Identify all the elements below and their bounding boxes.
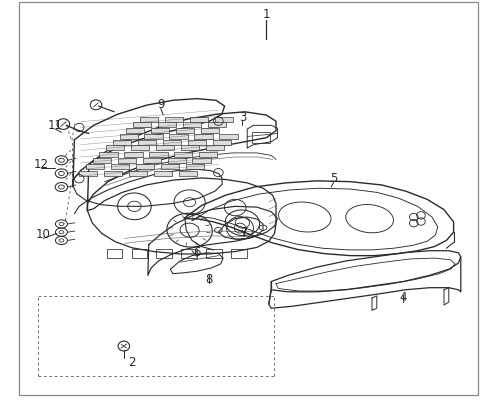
Bar [190, 117, 208, 122]
Bar [144, 134, 163, 139]
Bar [181, 145, 199, 150]
Bar [106, 145, 124, 150]
Text: 5: 5 [330, 172, 337, 185]
Bar [154, 171, 172, 176]
Bar [93, 158, 111, 163]
Bar [163, 140, 181, 145]
Text: 1: 1 [263, 8, 270, 21]
Text: 3: 3 [239, 111, 246, 124]
Bar [120, 134, 138, 139]
Bar [199, 152, 217, 157]
Bar [156, 249, 172, 258]
Bar [168, 158, 186, 163]
Bar [181, 249, 197, 258]
Text: 2: 2 [128, 356, 136, 369]
Bar [118, 158, 136, 163]
Bar [111, 164, 129, 169]
Bar [179, 171, 197, 176]
Bar [143, 158, 161, 163]
Bar [113, 140, 131, 145]
Bar [132, 249, 147, 258]
Bar [231, 249, 247, 258]
Bar [186, 164, 204, 169]
Text: 8: 8 [205, 273, 213, 286]
Bar [252, 132, 270, 143]
Bar [176, 128, 194, 133]
Bar [107, 249, 122, 258]
Text: 4: 4 [399, 291, 407, 305]
Bar [201, 128, 219, 133]
Bar [104, 171, 122, 176]
Text: 6: 6 [193, 246, 201, 259]
Text: 12: 12 [33, 158, 48, 171]
Bar [156, 145, 174, 150]
Text: 10: 10 [36, 228, 50, 241]
Bar [79, 171, 97, 176]
Bar [126, 128, 144, 133]
Bar [131, 145, 149, 150]
Bar [206, 249, 222, 258]
Bar [124, 152, 143, 157]
Bar [208, 122, 226, 127]
Bar [215, 117, 233, 122]
Bar [174, 152, 192, 157]
Bar [99, 152, 118, 157]
Bar [149, 152, 168, 157]
Bar [161, 164, 179, 169]
Bar [183, 122, 201, 127]
Bar [194, 134, 213, 139]
Bar [213, 140, 231, 145]
Text: 9: 9 [157, 98, 165, 111]
Bar [219, 134, 238, 139]
Bar [169, 134, 188, 139]
Bar [151, 128, 169, 133]
Bar [158, 122, 176, 127]
Bar [133, 122, 151, 127]
Bar [136, 164, 154, 169]
Bar [206, 145, 224, 150]
Bar [129, 171, 147, 176]
Text: 11: 11 [48, 119, 63, 132]
Bar [192, 158, 211, 163]
Bar [188, 140, 206, 145]
Text: 7: 7 [241, 226, 249, 239]
Bar [140, 117, 158, 122]
Bar [86, 164, 104, 169]
Bar [138, 140, 156, 145]
Bar [165, 117, 183, 122]
